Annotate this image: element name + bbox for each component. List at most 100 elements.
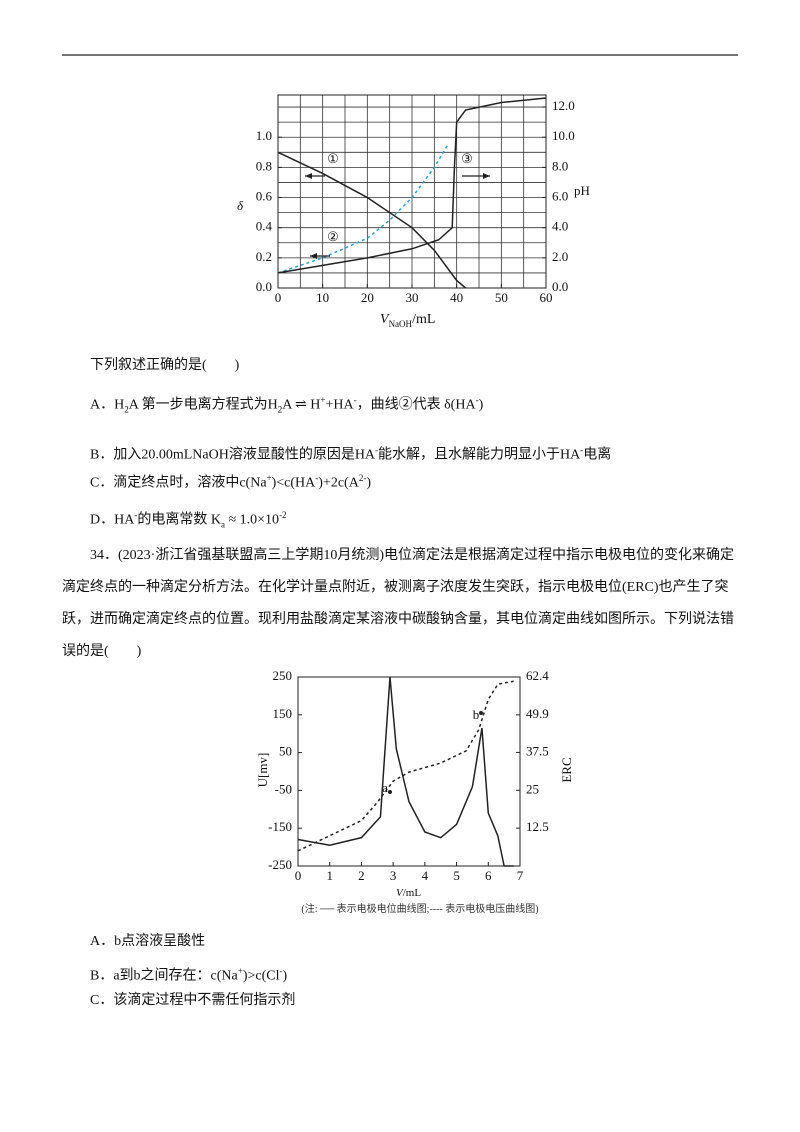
y-tick-label: 150	[273, 706, 293, 721]
y2-tick-label: 12.0	[552, 98, 575, 113]
text-segment: )	[366, 475, 371, 491]
text-segment: +HA	[325, 397, 354, 413]
curve	[297, 676, 514, 867]
option: A．H2A 第一步电离方程式为H2A ⇌ H++HA-，曲线②代表 δ(HA-)	[90, 390, 483, 419]
text-segment: -	[279, 966, 283, 976]
y2-tick-label: 10.0	[552, 128, 575, 143]
y2-tick-label: 4.0	[552, 219, 568, 234]
text-segment: 2	[124, 404, 129, 415]
y-tick-label: 0.4	[256, 219, 273, 234]
x-tick-label: 4	[422, 868, 429, 883]
text-segment: 的电离常数 K	[137, 512, 221, 528]
option: B．a到b之间存在：c(Na+)>c(Cl-)	[90, 961, 287, 987]
point	[479, 711, 483, 715]
y-tick-label: -150	[268, 819, 292, 834]
text-segment: A ⇌ H	[282, 397, 321, 413]
text-segment: V	[396, 887, 403, 899]
curve	[277, 97, 547, 274]
text-segment: /mL	[402, 887, 422, 899]
text-segment: B．加入20.00mLNaOH溶液显酸性的原因是HA	[90, 447, 376, 463]
curve	[277, 144, 449, 274]
x-tick-label: 7	[517, 868, 524, 883]
text-segment: -	[580, 445, 584, 455]
text-segment: -	[134, 510, 138, 520]
intro: 下列叙述正确的是( )	[90, 358, 240, 373]
text-segment: )+2c(A	[318, 475, 359, 491]
y2-tick-label: 6.0	[552, 189, 568, 204]
x-tick-label: 30	[406, 290, 419, 305]
y-tick-label: 0.0	[256, 279, 272, 294]
text-segment: -	[315, 473, 319, 483]
text-segment: -	[353, 395, 357, 405]
x-tick-label: 5	[453, 868, 460, 883]
text-segment: C．滴定终点时，溶液中c(Na	[90, 475, 267, 491]
curve	[297, 680, 514, 852]
y2-axis-label: pH	[574, 183, 590, 198]
x-tick-label: 40	[450, 290, 463, 305]
text-segment: +	[266, 473, 272, 483]
text-segment: -	[475, 395, 479, 405]
x-tick-label: 60	[540, 290, 553, 305]
x-tick-label: 3	[390, 868, 397, 883]
text-segment: -	[375, 445, 379, 455]
x-axis-label: V/mL	[396, 883, 421, 903]
point-label: a	[382, 780, 388, 795]
text-segment: 2	[277, 404, 283, 415]
text-segment: +	[237, 966, 243, 976]
x-tick-label: 10	[316, 290, 329, 305]
plot-frame	[297, 676, 521, 867]
text-segment: A．b点溶液呈酸性	[90, 934, 206, 949]
y2-tick-label: 62.4	[526, 668, 549, 683]
text-segment: a	[220, 519, 225, 530]
text-segment: )	[282, 968, 288, 984]
y2-axis-label: ERC	[559, 757, 574, 782]
y-tick-label: -50	[275, 781, 292, 796]
curve-label: ③	[461, 151, 473, 166]
text-segment: A．H	[90, 397, 125, 413]
x-tick-label: 2	[358, 868, 365, 883]
arrow-head	[310, 253, 317, 259]
curve-label: ①	[327, 151, 339, 166]
text-segment: B．a到b之间存在：c(Na	[90, 968, 238, 984]
text-segment: +	[320, 395, 326, 405]
text-segment: )<c(HA	[271, 475, 316, 491]
text-segment: )	[478, 397, 484, 413]
option: B．加入20.00mLNaOH溶液显酸性的原因是HA-能水解，且水解能力明显小于…	[90, 440, 611, 466]
x-tick-label: 1	[326, 868, 333, 883]
option: D．HA-的电离常数 Ka ≈ 1.0×10-2	[90, 505, 287, 534]
y-tick-label: 250	[273, 668, 293, 683]
y2-tick-label: 12.5	[526, 819, 549, 834]
y-axis-label: δ	[237, 198, 244, 213]
y2-tick-label: 37.5	[526, 743, 549, 758]
option: A．b点溶液呈酸性	[90, 932, 205, 952]
option: C．该滴定过程中不需任何指示剂	[90, 991, 295, 1011]
y2-tick-label: 8.0	[552, 158, 568, 173]
arrow-head	[305, 173, 312, 179]
text-segment: V	[380, 312, 389, 327]
text-segment: NaOH	[388, 318, 413, 329]
y2-tick-label: 49.9	[526, 706, 549, 721]
x-tick-label: 20	[361, 290, 374, 305]
text-segment: C．该滴定过程中不需任何指示剂	[90, 993, 296, 1008]
text-segment: 能水解，且水解能力明显小于HA	[378, 447, 581, 463]
figure-note: (注: ── 表示电极电位曲线图;---- 表示电极电压曲线图)	[301, 904, 539, 915]
y-tick-label: 0.2	[256, 249, 272, 264]
y2-tick-label: 0.0	[552, 279, 568, 294]
x-tick-label: 0	[295, 868, 302, 883]
x-tick-label: 0	[275, 290, 282, 305]
arrow-head	[483, 173, 490, 179]
y-tick-label: 0.8	[256, 158, 272, 173]
text-segment: D．HA	[90, 512, 135, 528]
text-segment: ，曲线②代表 δ(HA	[356, 397, 476, 413]
curve	[277, 151, 467, 289]
option: C．滴定终点时，溶液中c(Na+)<c(HA-)+2c(A2-)	[90, 468, 371, 494]
y-tick-label: 1.0	[256, 128, 272, 143]
x-axis-label: VNaOH/mL	[380, 310, 435, 334]
y2-tick-label: 25	[526, 781, 539, 796]
x-tick-label: 6	[485, 868, 492, 883]
y-axis-label: U[mv]	[255, 753, 270, 788]
text-segment: /mL	[412, 312, 436, 327]
point-label: b	[473, 707, 480, 722]
y-tick-label: -250	[268, 857, 292, 872]
